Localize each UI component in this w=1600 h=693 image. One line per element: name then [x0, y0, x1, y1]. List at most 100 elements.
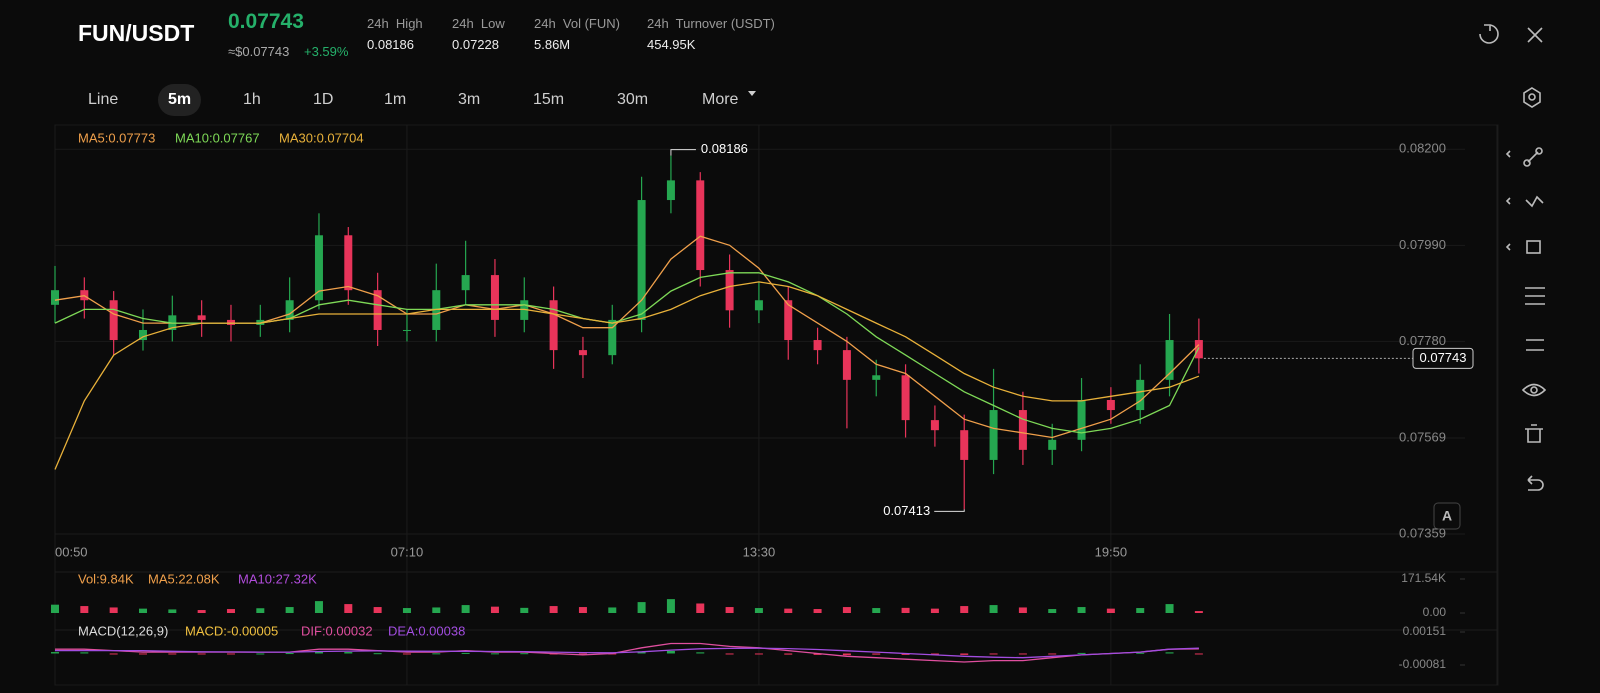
stat-label: 24h Low: [452, 16, 505, 31]
candle-body: [930, 420, 939, 431]
volume-bar: [813, 609, 822, 613]
interval-button[interactable]: 1m: [384, 91, 407, 108]
interval-button[interactable]: 5m: [158, 84, 202, 116]
volume-bar: [960, 606, 969, 613]
y-tick-label: 171.54K: [1401, 571, 1446, 585]
volume-bar: [578, 607, 587, 613]
interval-button[interactable]: 30m: [617, 91, 649, 108]
volume-bar: [872, 608, 881, 613]
auto-scale-button: [1433, 502, 1461, 530]
settings-icon: [1523, 87, 1541, 108]
candle-body: [432, 290, 441, 330]
layout-tool: [1526, 339, 1544, 351]
volume-bar: [1018, 607, 1027, 613]
candle-body: [1077, 399, 1086, 440]
macd-bar: [784, 653, 793, 655]
macd-bar: [373, 653, 382, 655]
candle-body: [1136, 379, 1145, 411]
volume-legend: MA10:27.32K: [238, 571, 317, 586]
macd-bar: [51, 652, 59, 654]
high-marker: [670, 149, 696, 156]
interval-button[interactable]: 1D: [313, 91, 334, 108]
macd-bar: [109, 653, 118, 655]
y-tick-label: 0.07780: [1399, 333, 1446, 348]
macd-bar: [490, 653, 499, 655]
macd-bar: [549, 653, 558, 655]
interval-button[interactable]: 1h: [243, 91, 261, 108]
x-tick-label: 07:10: [391, 544, 424, 559]
interval-button[interactable]: Line: [88, 91, 119, 108]
macd-legend: DEA:0.00038: [388, 623, 465, 638]
volume-bar: [1165, 604, 1174, 613]
macd-bar: [168, 653, 177, 655]
stat-label: 24h High: [367, 16, 423, 31]
y-tick-label: 0.08200: [1399, 141, 1446, 156]
candle-body: [549, 300, 558, 351]
volume-bar: [197, 610, 206, 613]
candle-body: [578, 350, 587, 356]
interval-button[interactable]: More: [702, 91, 739, 108]
macd-bar: [1136, 652, 1145, 654]
x-tick-label: 19:50: [1095, 544, 1128, 559]
macd-bar: [872, 653, 881, 655]
candle-body: [197, 315, 206, 320]
macd-bar: [80, 652, 89, 654]
volume-bar: [1194, 611, 1203, 613]
volume-bar: [80, 606, 89, 613]
interval-button[interactable]: 3m: [458, 91, 481, 108]
candle-body: [109, 300, 118, 341]
high-label: 0.08186: [701, 141, 748, 156]
macd-bar: [256, 653, 265, 655]
candle-body: [784, 300, 793, 341]
macd-legend: MACD:-0.00005: [185, 623, 278, 638]
candle-body: [168, 315, 177, 330]
candle-body: [402, 329, 411, 331]
macd-bar: [754, 653, 763, 655]
ma-line: [54, 281, 1200, 470]
candle-body: [696, 180, 705, 271]
volume-bar: [226, 609, 235, 613]
macd-bar: [138, 653, 147, 655]
candle-body: [842, 350, 851, 380]
volume-bar: [784, 608, 793, 613]
stat-value: 0.08186: [367, 37, 414, 52]
close-icon: [1527, 27, 1543, 43]
volume-bar: [461, 605, 470, 613]
volume-bar: [285, 607, 294, 613]
stat-label: 24h Turnover (USDT): [647, 16, 775, 31]
candle-body: [1194, 340, 1203, 359]
y-tick-label: 0.00: [1423, 605, 1447, 619]
x-tick-label: 00:50: [55, 544, 88, 559]
candle-body: [754, 300, 763, 311]
ma-line: [54, 235, 1200, 439]
eye-icon: [1530, 386, 1538, 394]
last-price-box: [1412, 347, 1474, 369]
line-tool: [1527, 151, 1539, 163]
volume-bar: [989, 605, 998, 613]
macd-legend: DIF:0.00032: [301, 623, 373, 638]
delete-icon: [1525, 424, 1543, 443]
candle-body: [373, 290, 382, 330]
expand-arrow: [1505, 150, 1511, 251]
volume-bar: [930, 608, 939, 613]
volume-bar: [402, 608, 411, 613]
macd-bar: [1048, 653, 1057, 655]
volume-bar: [842, 607, 851, 613]
volume-bar: [549, 606, 558, 613]
macd-bar: [666, 650, 675, 654]
dea-line: [55, 647, 1199, 659]
usd-price: ≈$0.07743: [228, 44, 290, 59]
macd-bar: [901, 653, 910, 655]
candle-body: [1106, 399, 1115, 411]
trend-tool: [1525, 195, 1544, 208]
candle-body: [51, 290, 59, 305]
indicator-tool: [1525, 287, 1545, 305]
stat-value: 0.07228: [452, 37, 499, 52]
volume-bar: [1077, 607, 1086, 613]
settings-icon: [1528, 93, 1536, 101]
interval-button[interactable]: 15m: [533, 91, 565, 108]
macd-bar: [1194, 653, 1203, 655]
volume-bar: [109, 607, 118, 613]
refresh-icon: [1479, 24, 1499, 44]
